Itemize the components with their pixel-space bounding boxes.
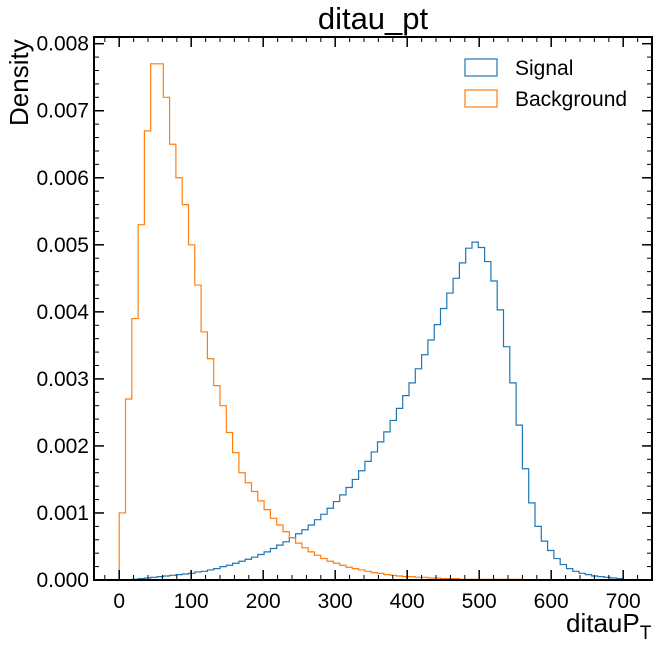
x-axis-title-subscript: T bbox=[640, 623, 652, 644]
chart-title: ditau_pt bbox=[318, 1, 429, 36]
x-axis: 0 100 200 300 400 500 600 700 bbox=[104, 37, 641, 613]
series-background-step-line bbox=[118, 63, 529, 581]
y-tick-label: 0.000 bbox=[36, 569, 89, 592]
y-tick-label: 0.008 bbox=[36, 33, 89, 56]
y-tick-label: 0.002 bbox=[36, 435, 89, 458]
series-signal-step-line bbox=[119, 241, 624, 581]
x-tick-label: 200 bbox=[246, 590, 281, 613]
y-axis: 0.000 0.001 0.002 0.003 0.004 0.005 0.006 0.007… bbox=[36, 33, 652, 592]
y-tick-label: 0.007 bbox=[36, 100, 89, 123]
x-tick-label: 700 bbox=[606, 590, 641, 613]
y-tick-label: 0.005 bbox=[36, 234, 89, 257]
legend-swatch-background bbox=[464, 89, 498, 108]
legend-label-signal: Signal bbox=[515, 57, 573, 80]
legend-label-background: Background bbox=[515, 88, 627, 111]
x-tick-label: 400 bbox=[390, 590, 425, 613]
legend: Signal Background bbox=[464, 57, 627, 111]
x-tick-label: 300 bbox=[318, 590, 353, 613]
y-tick-label: 0.004 bbox=[36, 301, 89, 324]
x-axis-title-main: ditauP bbox=[566, 608, 640, 638]
x-tick-label: 600 bbox=[534, 590, 569, 613]
x-tick-label: 500 bbox=[462, 590, 497, 613]
y-axis-title: Density bbox=[4, 39, 34, 126]
x-axis-title: ditauPT bbox=[566, 608, 652, 644]
y-tick-label: 0.006 bbox=[36, 167, 89, 190]
plot-area bbox=[118, 63, 624, 581]
y-tick-label: 0.001 bbox=[36, 502, 89, 525]
y-tick-label: 0.003 bbox=[36, 368, 89, 391]
plot-frame bbox=[93, 36, 653, 581]
legend-swatch-signal bbox=[464, 58, 498, 77]
x-tick-label: 0 bbox=[113, 590, 125, 613]
x-tick-label: 100 bbox=[174, 590, 209, 613]
